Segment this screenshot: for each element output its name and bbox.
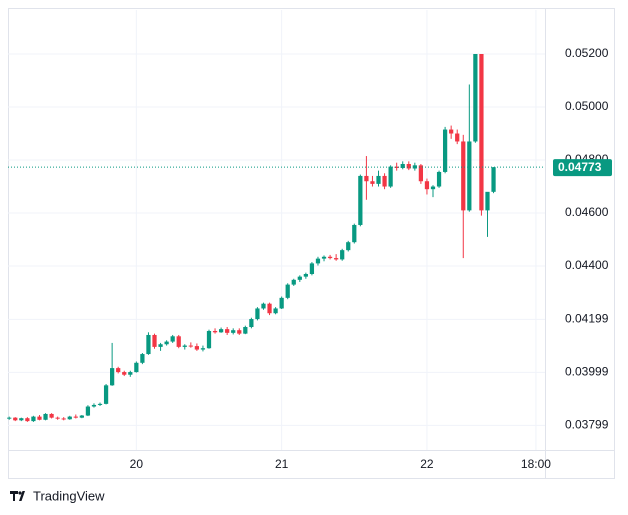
candle-body <box>424 181 430 190</box>
candle-body <box>206 330 212 349</box>
candle-body <box>110 368 115 386</box>
candle-body <box>455 133 460 142</box>
x-tick-label: 21 <box>275 457 289 471</box>
candle-body <box>73 416 78 418</box>
candle-body <box>382 175 387 187</box>
candle-body <box>170 336 175 342</box>
candle-body <box>49 413 54 418</box>
y-tick-label: 0.05000 <box>565 99 609 113</box>
candle-body <box>61 418 66 420</box>
candle-body <box>321 256 327 259</box>
brand-name: TradingView <box>33 488 105 503</box>
brand-logo <box>10 491 25 501</box>
candle-body <box>218 329 224 333</box>
candle-body <box>309 263 315 274</box>
x-tick-label: 22 <box>420 457 434 471</box>
candle-body <box>91 404 97 407</box>
chart-frame <box>8 8 615 479</box>
candle-body <box>188 345 193 347</box>
candle-body <box>152 334 157 347</box>
candle-body <box>267 303 272 314</box>
candle-body <box>346 242 351 251</box>
candle-body <box>19 418 24 421</box>
candle-body <box>279 297 284 309</box>
candle-body <box>13 417 18 421</box>
candle-body <box>491 167 496 192</box>
candle-body <box>340 250 345 260</box>
candle-body <box>140 354 145 363</box>
candle-body <box>370 181 375 184</box>
candle-body <box>449 129 454 134</box>
candle-body <box>31 416 36 422</box>
candle-body <box>116 368 121 373</box>
x-tick-label: 20 <box>130 457 144 471</box>
candle-body <box>400 164 405 168</box>
candle-body <box>176 336 181 347</box>
candle-body <box>200 348 206 350</box>
candle-body <box>334 258 339 260</box>
candle-body <box>358 175 363 225</box>
candle-body <box>418 165 424 182</box>
candle-body <box>442 129 448 172</box>
candle-body <box>146 334 151 355</box>
y-tick-label: 0.03999 <box>565 365 609 379</box>
candle-body <box>97 403 103 405</box>
candle-body <box>194 346 200 350</box>
candle-body <box>376 175 381 184</box>
candle-body <box>273 308 278 314</box>
candle-body <box>134 362 139 373</box>
candle-body <box>122 372 127 375</box>
candle-body <box>430 186 436 190</box>
candle-body <box>37 416 42 420</box>
y-tick-label: 0.04600 <box>565 205 609 219</box>
y-tick-label: 0.03799 <box>565 418 609 432</box>
candle-body <box>285 284 290 298</box>
candle-body <box>436 171 442 187</box>
last-price-box <box>553 159 612 177</box>
candle-body <box>473 54 478 142</box>
candle-body <box>237 330 242 334</box>
candle-body <box>225 329 230 333</box>
candle-body <box>364 175 369 182</box>
y-tick-label: 0.05200 <box>565 46 609 60</box>
candle-body <box>327 256 333 259</box>
candle-body <box>128 372 133 375</box>
candle-body <box>67 416 72 420</box>
candle-body <box>394 166 399 168</box>
candle-body <box>412 165 417 169</box>
candle-body <box>303 274 308 277</box>
y-tick-label: 0.04199 <box>565 311 609 325</box>
candle-body <box>297 276 302 280</box>
candle-body <box>352 224 357 243</box>
y-tick-label: 0.04400 <box>565 258 609 272</box>
candle-body <box>479 54 484 211</box>
candle-body <box>467 141 472 211</box>
candle-body <box>212 330 218 333</box>
candle-body <box>485 191 490 211</box>
candle-body <box>315 258 321 264</box>
candle-body <box>79 415 84 418</box>
last-price-label: 0.04773 <box>558 160 602 174</box>
candle-body <box>55 417 60 419</box>
candle-body <box>255 308 260 320</box>
candle-body <box>85 406 91 416</box>
candle-body <box>261 303 266 309</box>
candle-body <box>388 166 393 187</box>
candle-body <box>158 344 163 347</box>
candle-body <box>7 417 12 419</box>
x-tick-label: 18:00 <box>521 457 551 471</box>
candle-body <box>243 327 248 334</box>
candle-body <box>43 413 48 420</box>
candle-body <box>182 345 187 347</box>
candle-body <box>461 141 466 211</box>
candle-body <box>25 418 30 422</box>
candle-body <box>249 319 254 328</box>
candle-body <box>406 164 411 169</box>
candle-body <box>231 330 236 333</box>
candle-body <box>103 385 109 404</box>
candle-body <box>291 279 296 285</box>
candle-body <box>164 341 169 345</box>
